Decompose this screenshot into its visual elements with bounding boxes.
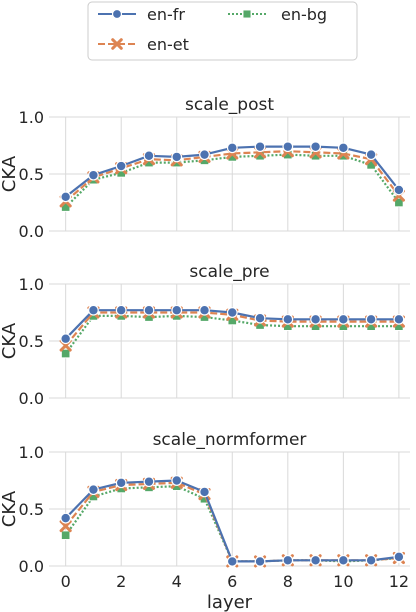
data-point-en-fr xyxy=(254,141,266,153)
x-tick-label: 6 xyxy=(227,572,237,591)
data-point-en-fr xyxy=(143,476,155,488)
x-tick-label: 4 xyxy=(172,572,182,591)
data-point-en-fr xyxy=(310,313,321,325)
legend-item-en-bg: en-bg xyxy=(228,5,327,24)
legend-marker-en-bg xyxy=(242,9,252,19)
data-point-en-et xyxy=(59,520,72,533)
data-point-en-fr xyxy=(88,304,99,316)
data-point-en-fr xyxy=(171,151,183,163)
data-point-en-bg xyxy=(60,348,71,359)
x-tick-label: 0 xyxy=(61,572,71,591)
data-point-en-fr xyxy=(60,333,72,345)
data-point-en-fr xyxy=(393,184,405,196)
data-point-en-fr xyxy=(254,312,266,324)
legend-label-en-fr: en-fr xyxy=(147,5,185,24)
legend-label-en-bg: en-bg xyxy=(281,5,327,24)
legend: en-fr en-et en-bg xyxy=(87,1,358,61)
panel-title: scale_normformer xyxy=(153,430,307,450)
y-axis-label: CKA xyxy=(0,322,20,359)
legend-item-en-et: en-et xyxy=(98,35,189,54)
panel-scale_pre: scale_pre 0.0 0.5 1.0 CKA xyxy=(0,262,410,408)
data-point-en-fr xyxy=(365,149,377,161)
x-axis-label: layer xyxy=(207,592,253,612)
data-point-en-fr xyxy=(60,191,72,203)
y-tick-label: 0.0 xyxy=(19,557,44,576)
data-point-en-fr xyxy=(199,149,210,161)
panel-scale_normformer: scale_normformer 0.0 0.5 1.0 CKA 0 2 4 6 8 10 12 lay… xyxy=(0,430,410,612)
data-point-en-fr xyxy=(226,556,238,567)
panel-scale_post: scale_post 0.0 0.5 1.0 CKA xyxy=(0,95,410,241)
legend-marker-en-fr xyxy=(111,8,123,20)
data-point-en-bg xyxy=(60,530,71,541)
data-point-en-fr xyxy=(365,554,377,566)
data-point-en-fr xyxy=(115,477,127,489)
y-tick-label: 1.0 xyxy=(19,443,44,462)
data-point-en-fr xyxy=(171,304,183,316)
data-point-en-fr xyxy=(88,484,99,496)
data-point-en-fr xyxy=(337,554,349,566)
y-axis-label: CKA xyxy=(0,490,20,527)
y-tick-label: 0.5 xyxy=(19,332,44,351)
data-point-en-fr xyxy=(393,551,405,563)
data-point-en-fr xyxy=(337,142,349,154)
y-tick-label: 0.5 xyxy=(19,165,44,184)
data-point-en-fr xyxy=(143,150,155,162)
data-point-en-fr xyxy=(199,486,210,498)
series-en-fr xyxy=(60,475,405,567)
data-point-en-fr xyxy=(88,169,99,181)
data-point-en-fr xyxy=(282,141,294,153)
data-point-en-fr xyxy=(254,556,266,567)
data-point-en-fr xyxy=(337,313,349,325)
data-point-en-fr xyxy=(115,160,127,172)
x-tick-label: 2 xyxy=(116,572,126,591)
panel-title: scale_post xyxy=(185,95,274,115)
legend-item-en-fr: en-fr xyxy=(98,5,185,24)
data-point-en-fr xyxy=(226,142,238,154)
data-point-en-fr xyxy=(226,307,238,318)
data-point-en-fr xyxy=(393,313,405,325)
series-en-fr xyxy=(60,141,405,203)
legend-frame xyxy=(87,1,358,61)
data-point-en-fr xyxy=(282,313,294,325)
y-axis-label: CKA xyxy=(0,155,20,192)
data-point-en-fr xyxy=(143,304,155,316)
data-point-en-fr xyxy=(282,554,294,566)
data-point-en-fr xyxy=(171,475,183,486)
data-point-en-fr xyxy=(310,554,321,566)
series-en-fr xyxy=(60,304,405,345)
y-tick-label: 1.0 xyxy=(19,108,44,127)
x-tick-label: 10 xyxy=(333,572,353,591)
data-point-en-fr xyxy=(310,141,321,153)
x-tick-label: 8 xyxy=(283,572,293,591)
data-point-en-fr xyxy=(365,313,377,325)
data-point-en-fr xyxy=(115,304,127,316)
y-tick-label: 0.0 xyxy=(19,389,44,408)
data-point-en-fr xyxy=(60,512,72,524)
panel-title: scale_pre xyxy=(189,262,269,282)
legend-marker-en-et xyxy=(111,38,123,50)
y-tick-label: 1.0 xyxy=(19,275,44,294)
x-tick-label: 12 xyxy=(389,572,409,591)
y-tick-label: 0.0 xyxy=(19,222,44,241)
y-tick-label: 0.5 xyxy=(19,500,44,519)
data-point-en-bg xyxy=(394,197,404,208)
legend-label-en-et: en-et xyxy=(147,35,189,54)
data-point-en-fr xyxy=(199,304,210,316)
